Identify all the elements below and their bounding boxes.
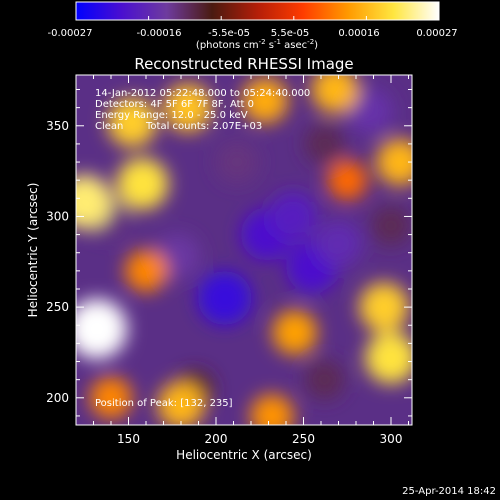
chart-title: Reconstructed RHESSI Image <box>134 55 353 73</box>
y-tick-label: 300 <box>46 209 69 223</box>
annotation-time-range: 14-Jan-2012 05:22:48.000 to 05:24:40.000 <box>95 88 310 99</box>
heatmap-blob <box>197 271 252 326</box>
heatmap-blob <box>315 220 362 268</box>
heatmap-blob <box>272 310 318 355</box>
colorbar-gradient <box>75 1 440 21</box>
colorbar-tick-label: -0.00016 <box>137 28 182 39</box>
y-tick-label: 350 <box>46 119 69 133</box>
colorbar-tick-label: 5.5e-05 <box>271 28 309 39</box>
colorbar-unit-label: (photons cm-2 s-1 asec-2) <box>196 38 318 51</box>
heatmap-blob <box>107 97 157 147</box>
heatmap-blob <box>359 282 409 332</box>
heatmap-blob <box>304 123 345 164</box>
heatmap-blob <box>157 381 205 425</box>
heatmap-blob <box>311 75 359 113</box>
annotation-energy: Energy Range: 12.0 - 25.0 keV <box>95 110 248 121</box>
y-axis: 200 250 300 350 <box>46 89 412 417</box>
heatmap-blob <box>304 359 345 400</box>
colorbar-tick-label: 0.00027 <box>416 28 457 39</box>
x-tick-label: 200 <box>205 432 228 446</box>
heatmap-blob <box>116 157 169 210</box>
colorbar-tick-label: -0.00027 <box>48 28 93 39</box>
x-axis-label: Heliocentric X (arcsec) <box>176 448 312 462</box>
heatmap-blob <box>215 140 259 184</box>
heatmap-blob <box>242 77 288 124</box>
footer-date: 25-Apr-2014 18:42 <box>402 486 496 497</box>
x-tick-label: 300 <box>380 432 403 446</box>
colorbar-ticks: -0.00027 -0.00016 -5.5e-05 5.5e-05 0.00016 0.… <box>48 16 458 39</box>
heatmap-blob <box>89 376 133 419</box>
plot-frame <box>75 74 413 426</box>
y-axis-label: Heliocentric Y (arcsec) <box>26 183 40 318</box>
annotation-detectors: Detectors: 4F 5F 6F 7F 8F, Att 0 <box>95 99 254 110</box>
annotation-counts: Total counts: 2.07E+03 <box>145 121 262 132</box>
heatmap-blob <box>124 249 168 292</box>
colorbar-tick-label: -5.5e-05 <box>208 28 250 39</box>
plot-area <box>76 75 412 425</box>
heatmap-blob <box>376 138 412 186</box>
heatmap-blob <box>268 191 318 242</box>
heatmap-blob <box>250 394 294 425</box>
heatmap-blob <box>347 88 393 135</box>
annotations: 14-Jan-2012 05:22:48.000 to 05:24:40.000… <box>95 88 310 409</box>
x-tick-label: 150 <box>117 432 140 446</box>
heatmap-blob <box>163 83 213 132</box>
annotation-method: Clean <box>95 121 123 132</box>
y-tick-label: 250 <box>46 300 69 314</box>
heatmap-blob <box>76 174 112 229</box>
heatmap-blob <box>365 332 412 384</box>
colorbar-tick-label: 0.00016 <box>338 28 379 39</box>
heatmap-blobs <box>76 75 412 425</box>
heatmap-blob <box>371 205 411 246</box>
colorbar: -0.00027 -0.00016 -5.5e-05 5.5e-05 0.00016 0.… <box>48 1 458 51</box>
heatmap-blob <box>76 298 127 359</box>
y-tick-label: 200 <box>46 391 69 405</box>
x-tick-label: 250 <box>292 432 315 446</box>
heatmap-blob <box>327 160 368 201</box>
annotation-peak: Position of Peak: [132, 235] <box>95 398 233 409</box>
x-axis: 150 200 250 300 <box>93 75 409 446</box>
